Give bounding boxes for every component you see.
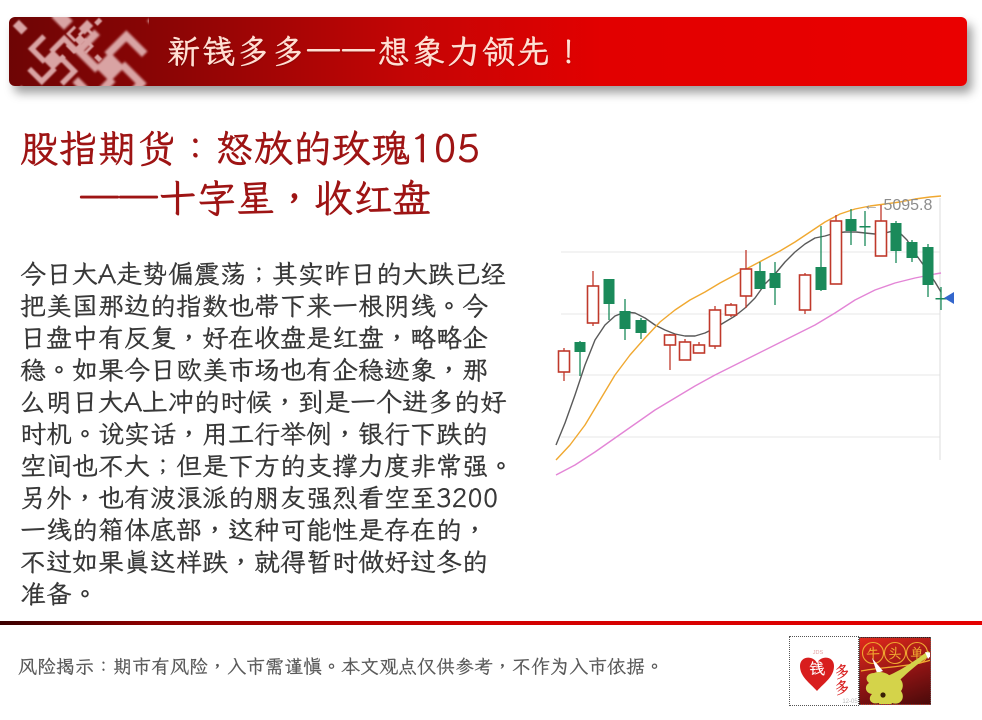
svg-text:钱: 钱 [809,657,825,679]
svg-text:12-05: 12-05 [842,699,858,705]
svg-text:← 5095.8: ← 5095.8 [863,197,932,214]
svg-text:多: 多 [833,675,852,699]
svg-text:JDS: JDS [813,650,824,656]
svg-text:头: 头 [888,644,902,662]
